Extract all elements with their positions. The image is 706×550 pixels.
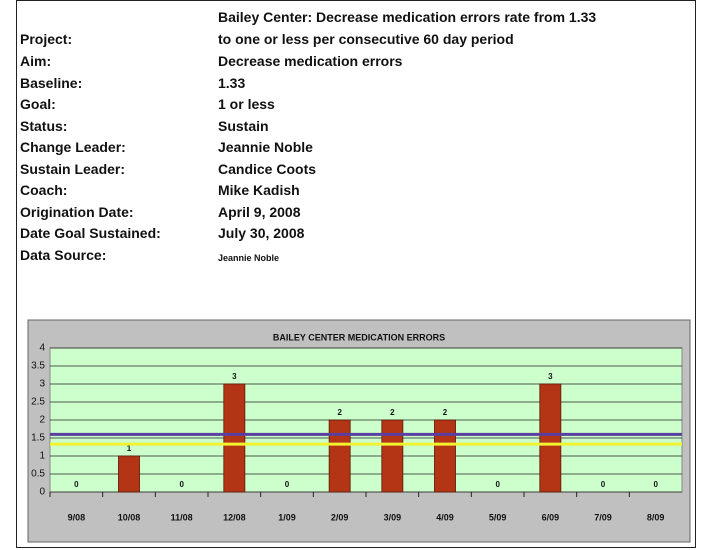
field-value: to one or less per consecutive 60 day pe… [218,31,514,47]
field-value: Bailey Center: Decrease medication error… [218,9,597,25]
y-tick-label: 3.5 [31,361,45,372]
field-value: Decrease medication errors [218,53,403,69]
x-tick-label: 9/08 [68,512,86,522]
x-tick-label: 3/09 [384,512,402,522]
data-label: 2 [337,408,342,417]
y-tick-label: 2 [39,415,45,426]
data-label: 0 [74,480,79,489]
field-label: Status: [20,117,68,134]
y-tick-label: 1 [39,451,45,462]
y-tick-label: 1.5 [31,433,45,444]
field-value: Candice Coots [218,160,317,177]
bar [539,383,562,493]
bar [328,419,351,493]
y-tick-label: 3 [39,379,45,390]
field-label: Data Source: [20,246,107,263]
chart-title: BAILEY CENTER MEDICATION ERRORS [273,332,445,342]
field-label: Origination Date: [20,203,134,220]
data-label: 0 [653,480,658,489]
field-value: 1.33 [218,74,246,91]
frame [16,0,696,548]
data-label: 0 [601,480,606,489]
field-label: Change Leader: [20,139,126,155]
field-value: 1 or less [218,96,275,112]
x-tick-label: 5/09 [489,512,507,522]
x-tick-label: 7/09 [594,512,612,522]
data-label: 0 [179,480,184,489]
field-value: April 9, 2008 [218,203,301,220]
y-tick-label: 0 [39,487,45,498]
y-tick-label: 2.5 [31,397,45,408]
y-tick-label: 4 [39,343,45,354]
field-label: Project: [20,31,73,47]
data-label: 0 [285,480,290,489]
field-label: Coach: [20,182,68,198]
field-value: July 30, 2008 [218,225,305,241]
bar [223,383,246,493]
field-value: Jeannie Noble [218,252,280,263]
x-tick-label: 1/09 [278,512,296,522]
x-tick-label: 10/08 [118,512,141,522]
field-value: Jeannie Noble [218,139,313,155]
field-label: Aim: [20,53,52,69]
field-value: Sustain [218,117,269,134]
x-tick-label: 12/08 [223,512,246,522]
field-label: Sustain Leader: [20,160,126,177]
data-label: 2 [443,408,448,417]
bar [381,419,404,493]
bar [434,419,456,493]
x-tick-label: 8/09 [647,512,665,522]
bar [118,455,140,493]
data-label: 2 [390,408,395,417]
data-label: 3 [548,372,553,381]
x-tick-label: 6/09 [542,512,560,522]
x-tick-label: 2/09 [331,512,349,522]
field-label: Baseline: [20,74,83,91]
y-tick-label: 0.5 [31,469,45,480]
field-label: Goal: [20,96,56,112]
x-tick-label: 11/08 [171,512,193,522]
data-label: 3 [232,372,237,381]
data-label: 0 [495,480,500,489]
x-tick-label: 4/09 [436,512,454,522]
field-value: Mike Kadish [218,182,300,198]
data-label: 1 [127,444,132,453]
field-label: Date Goal Sustained: [20,225,161,241]
